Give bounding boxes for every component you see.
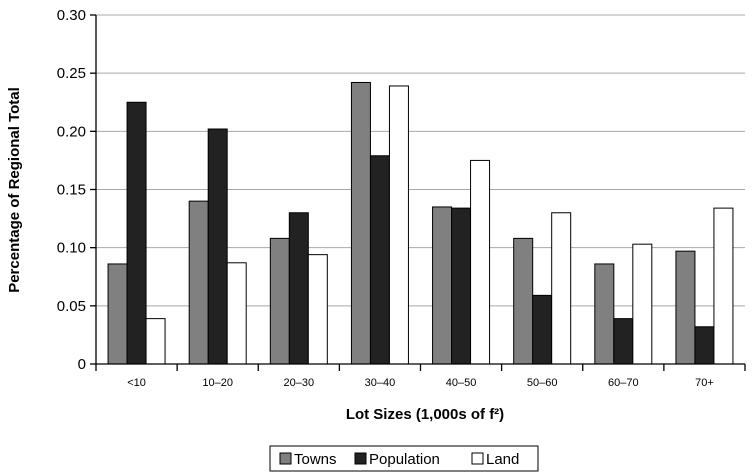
x-tick-label: 70+: [695, 377, 714, 389]
legend-label-population: Population: [369, 451, 440, 468]
bar-land: [307, 254, 328, 365]
bar-towns: [594, 263, 615, 365]
bar-population: [288, 212, 309, 365]
bar-population: [207, 128, 228, 365]
x-tick-label: 10–20: [202, 377, 233, 389]
bar-land: [632, 243, 653, 365]
x-tick-labels: <10 10–20 20–30 30–40 40–50 50–60 60–70 70+: [95, 364, 746, 389]
y-tick-label: 0.05: [57, 298, 86, 315]
bar-land: [551, 212, 572, 365]
bar-land: [226, 262, 247, 365]
bar-towns: [188, 200, 209, 365]
bar-towns: [513, 237, 534, 365]
legend-swatch-towns: [279, 452, 292, 465]
y-tick-label: 0.30: [57, 7, 86, 24]
bar-population: [532, 294, 553, 365]
legend: Towns Population Land: [269, 445, 539, 472]
bar-towns: [350, 81, 371, 365]
bars: [107, 81, 734, 365]
y-tick-label: 0.10: [57, 240, 86, 257]
legend-swatch-population: [354, 452, 367, 465]
bar-towns: [432, 206, 453, 365]
bar-population: [694, 326, 715, 365]
bar-population: [613, 318, 634, 365]
bar-population: [451, 207, 472, 365]
bar-land: [145, 318, 166, 365]
x-axis-title: Lot Sizes (1,000s of f²): [346, 406, 504, 423]
bar-land: [388, 85, 409, 365]
x-tick-label: <10: [127, 377, 146, 389]
y-tick-label: 0: [78, 356, 86, 373]
y-tick-label: 0.20: [57, 123, 86, 140]
y-tick-label: 0.15: [57, 182, 86, 199]
x-tick-label: 20–30: [284, 377, 315, 389]
x-tick-label: 30–40: [365, 377, 396, 389]
bar-land: [713, 207, 734, 365]
y-tick-labels: 0 0.05 0.10 0.15 0.20 0.25 0.30: [57, 7, 96, 373]
bar-population: [126, 101, 147, 365]
bar-land: [470, 159, 491, 365]
y-axis-title: Percentage of Regional Total: [6, 87, 23, 293]
legend-swatch-land: [471, 452, 484, 465]
legend-box: [269, 445, 539, 472]
bar-towns: [107, 263, 128, 365]
x-tick-label: 40–50: [446, 377, 477, 389]
legend-label-towns: Towns: [294, 451, 337, 468]
bar-towns: [675, 250, 696, 365]
bar-population: [369, 155, 390, 365]
x-tick-label: 60–70: [608, 377, 639, 389]
bar-towns: [269, 237, 290, 365]
legend-label-land: Land: [486, 451, 519, 468]
y-tick-label: 0.25: [57, 65, 86, 82]
x-tick-label: 50–60: [527, 377, 558, 389]
